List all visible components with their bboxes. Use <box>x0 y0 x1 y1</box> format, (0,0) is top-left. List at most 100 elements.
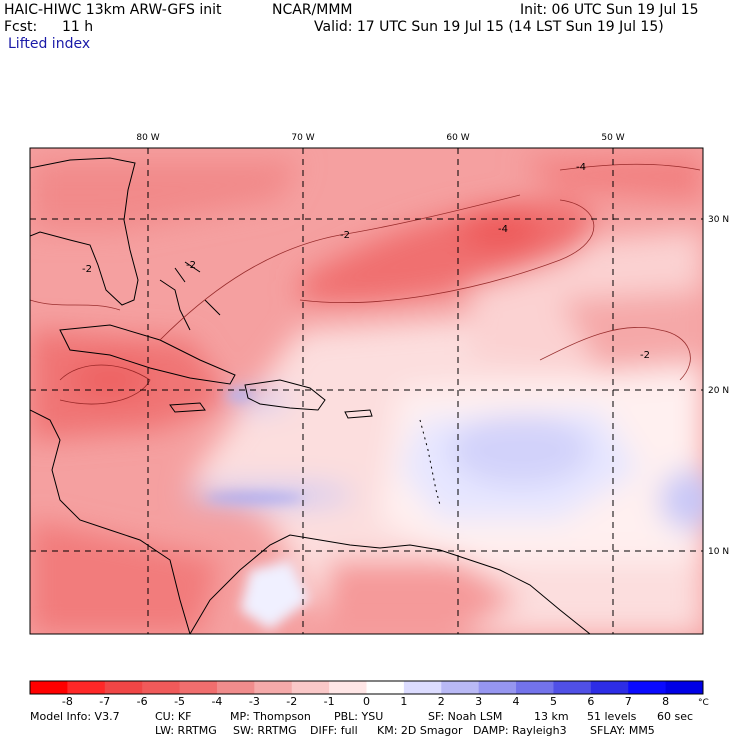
contour-line <box>30 299 121 311</box>
field-zone <box>205 493 305 503</box>
info-surface: SF: Noah LSM <box>428 710 503 723</box>
colorbar <box>29 680 704 695</box>
contour-line <box>539 326 691 381</box>
info-km: KM: 2D Smagor <box>377 724 463 737</box>
contour-line <box>159 194 521 341</box>
colorbar-tick-label: -4 <box>211 695 222 708</box>
field-zone <box>460 210 540 250</box>
colorbar-swatch <box>628 681 667 694</box>
colorbar-tick-label: -3 <box>249 695 260 708</box>
latlon-grid <box>30 148 703 634</box>
field-zone <box>30 160 300 230</box>
contour-line <box>559 163 701 171</box>
colorbar-swatch <box>665 681 704 694</box>
contour-line <box>299 199 595 304</box>
map-border <box>29 147 704 635</box>
field-zone <box>70 362 150 398</box>
colorbar-tick-label: 6 <box>587 695 594 708</box>
colorbar-tick-label: -6 <box>137 695 148 708</box>
colorbar-tick-label: -8 <box>62 695 73 708</box>
colorbar-tick-label: 2 <box>438 695 445 708</box>
colorbar-swatch <box>254 681 293 694</box>
colorbar-swatch <box>67 681 106 694</box>
forecast-label: Fcst: <box>4 19 38 35</box>
title-org: NCAR/MMM <box>272 2 353 18</box>
colorbar-tick-label: 5 <box>550 695 557 708</box>
map-field: -2 -2 -2 -4 -4 -2 <box>30 148 703 634</box>
coastline-south-america <box>189 534 591 634</box>
field-name: Lifted index <box>8 36 91 52</box>
colorbar-tick-label: 1 <box>400 695 407 708</box>
colorbar-tick-label: -5 <box>174 695 185 708</box>
field-zone <box>30 520 220 634</box>
info-levels: 51 levels <box>587 710 637 723</box>
contour-lines <box>30 163 701 405</box>
colorbar-swatch <box>516 681 554 694</box>
coastline-central-america <box>30 409 191 634</box>
info-resolution: 13 km <box>534 710 569 723</box>
info-damping: DAMP: Rayleigh3 <box>473 724 567 737</box>
info-cumulus: CU: KF <box>155 710 192 723</box>
colorbar-tick-label: -7 <box>99 695 110 708</box>
title-model: HAIC-HIWC 13km ARW-GFS init <box>4 2 222 18</box>
coastline-lesser-antilles <box>419 419 441 506</box>
colorbar-swatch <box>478 681 517 694</box>
colorbar-tick-label: 3 <box>475 695 482 708</box>
colorbar-swatch <box>329 681 367 694</box>
colorbar-tick-label: 7 <box>625 695 632 708</box>
coastline-puerto-rico <box>344 409 373 419</box>
lat-label-20n: 20 N <box>708 386 729 396</box>
info-shortwave: SW: RRTMG <box>233 724 297 737</box>
info-microphysics: MP: Thompson <box>230 710 311 723</box>
forecast-hour: 11 h <box>62 19 94 35</box>
lon-label-60w: 60 W <box>446 133 469 143</box>
colorbar-tick-label: 8 <box>662 695 669 708</box>
colorbar-border <box>29 680 704 695</box>
info-timestep: 60 sec <box>657 710 694 723</box>
colorbar-swatch <box>553 681 592 694</box>
info-longwave: LW: RRTMG <box>155 724 217 737</box>
contour-label: -2 <box>82 264 92 275</box>
info-diffusion: DIFF: full <box>310 724 358 737</box>
colorbar-swatch <box>104 681 143 694</box>
field-zone <box>660 470 703 530</box>
colorbar-swatch <box>30 681 68 694</box>
colorbar-swatch <box>403 681 442 694</box>
colorbar-swatch <box>216 681 255 694</box>
contour-label: -2 <box>340 230 350 241</box>
valid-time: Valid: 17 UTC Sun 19 Jul 15 (14 LST Sun … <box>314 19 664 35</box>
field-zone <box>520 155 703 200</box>
field-zone <box>560 290 703 370</box>
colorbar-tick-label: 4 <box>513 695 520 708</box>
colorbar-swatch <box>142 681 181 694</box>
colorbar-swatch <box>291 681 330 694</box>
contour-label: -4 <box>498 224 508 235</box>
colorbar-tick-label: 0 <box>363 695 370 708</box>
colorbar-swatch <box>366 681 405 694</box>
colorbar-swatch <box>590 681 629 694</box>
field-zone <box>320 560 520 634</box>
lat-label-10n: 10 N <box>708 547 729 557</box>
coastline-jamaica <box>169 402 206 413</box>
colorbar-ticks: -8 -7 -6 -5 -4 -3 -2 -1 0 1 2 3 4 5 6 7 8 <box>62 695 669 708</box>
colorbar-tick-label: -1 <box>324 695 335 708</box>
coastlines <box>30 157 591 634</box>
field-zone <box>450 415 590 485</box>
init-time: Init: 06 UTC Sun 19 Jul 15 <box>520 2 699 18</box>
lat-label-30n: 30 N <box>708 215 729 225</box>
info-sflay: SFLAY: MM5 <box>590 724 655 737</box>
lon-label-50w: 50 W <box>601 133 624 143</box>
coastline-hispaniola <box>244 379 326 411</box>
info-pbl: PBL: YSU <box>334 710 384 723</box>
colorbar-swatch <box>179 681 218 694</box>
coastline-cuba <box>59 324 236 385</box>
info-model-version: Model Info: V3.7 <box>30 710 120 723</box>
coastline-florida <box>30 157 139 306</box>
colorbar-unit: °C <box>698 698 709 708</box>
contour-label: -2 <box>640 350 650 361</box>
colorbar-swatch <box>441 681 480 694</box>
lon-label-80w: 80 W <box>136 133 159 143</box>
field-zone <box>240 560 310 630</box>
coastline-bahamas <box>159 261 221 331</box>
